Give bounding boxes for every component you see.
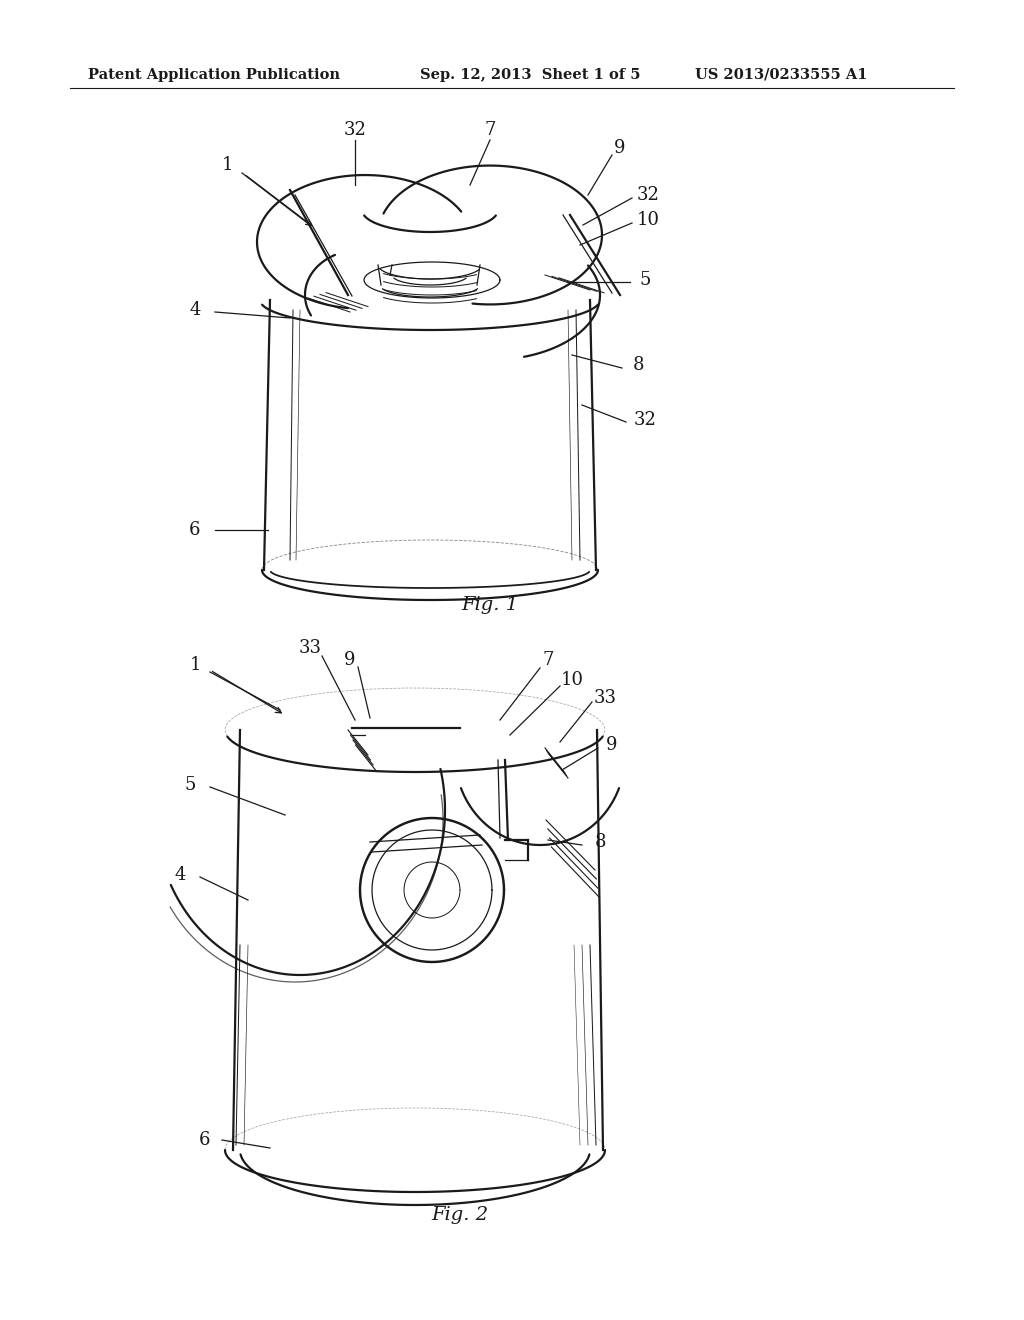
Text: 7: 7 bbox=[484, 121, 496, 139]
Text: 1: 1 bbox=[189, 656, 201, 675]
Text: 8: 8 bbox=[594, 833, 606, 851]
Text: 4: 4 bbox=[174, 866, 185, 884]
Text: 32: 32 bbox=[344, 121, 367, 139]
Text: Patent Application Publication: Patent Application Publication bbox=[88, 69, 340, 82]
Text: US 2013/0233555 A1: US 2013/0233555 A1 bbox=[695, 69, 867, 82]
Text: 33: 33 bbox=[594, 689, 616, 708]
Text: 7: 7 bbox=[543, 651, 554, 669]
Text: 5: 5 bbox=[639, 271, 650, 289]
Text: 5: 5 bbox=[184, 776, 196, 795]
Text: 6: 6 bbox=[189, 521, 201, 539]
Text: 9: 9 bbox=[614, 139, 626, 157]
Text: 10: 10 bbox=[637, 211, 659, 228]
Text: 9: 9 bbox=[606, 737, 617, 754]
Text: Fig. 2: Fig. 2 bbox=[431, 1206, 488, 1224]
Text: 32: 32 bbox=[637, 186, 659, 205]
Text: 4: 4 bbox=[189, 301, 201, 319]
Text: Fig. 1: Fig. 1 bbox=[462, 597, 518, 614]
Text: 33: 33 bbox=[299, 639, 322, 657]
Text: 1: 1 bbox=[222, 156, 233, 174]
Text: Sep. 12, 2013  Sheet 1 of 5: Sep. 12, 2013 Sheet 1 of 5 bbox=[420, 69, 640, 82]
Text: 9: 9 bbox=[344, 651, 355, 669]
Text: 10: 10 bbox=[560, 671, 584, 689]
Text: 8: 8 bbox=[632, 356, 644, 374]
Text: 6: 6 bbox=[200, 1131, 211, 1148]
Text: 32: 32 bbox=[634, 411, 656, 429]
